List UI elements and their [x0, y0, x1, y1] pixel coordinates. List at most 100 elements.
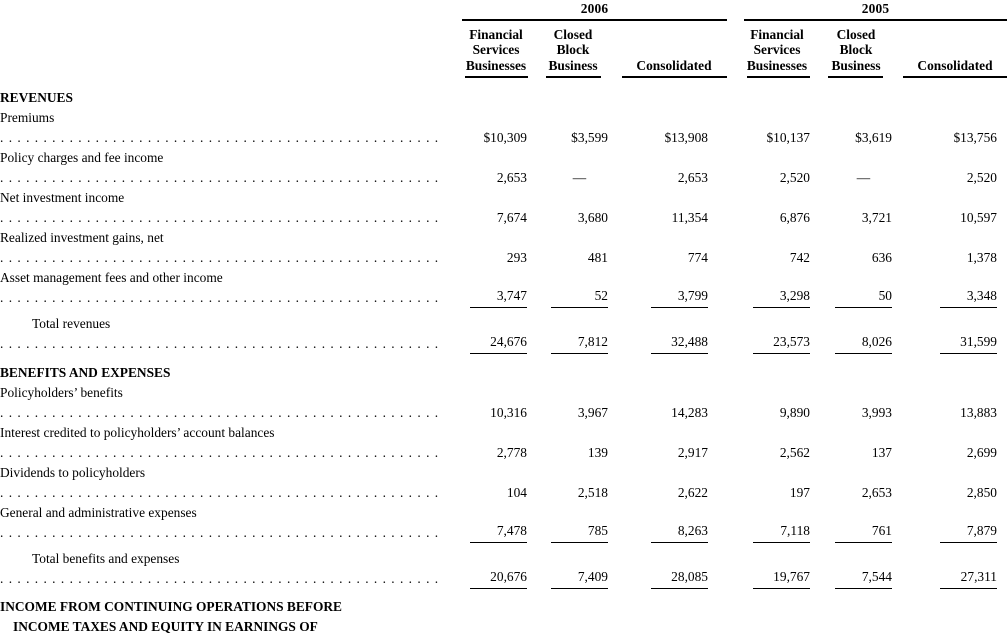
row-label: Total benefits and expenses	[0, 549, 443, 589]
cell-2005-consolidated: 3,348	[892, 286, 997, 308]
column-rule	[747, 76, 810, 78]
column-rule	[903, 76, 1007, 78]
cell-2005-fsb: 197	[789, 485, 810, 500]
cell-2006-consolidated: 2,653	[677, 170, 708, 185]
column-rule	[828, 76, 883, 78]
cell-2005-cbb: 636	[871, 250, 892, 265]
table-row-section-revenues: REVENUES	[0, 88, 1008, 108]
financial-statement-table: REVENUES Premiums $10,309 $3,599 $13,908…	[0, 88, 1008, 636]
cell-2006-fsb: 293	[506, 250, 527, 265]
dot-leader	[0, 405, 443, 420]
table-row: Policy charges and fee income 2,653 — 2,…	[0, 148, 1008, 188]
row-label: Dividends to policyholders	[0, 463, 443, 503]
cell-2005-cbb: 7,544	[810, 567, 892, 589]
cell-2005-cbb: $3,619	[855, 130, 892, 145]
cell-2006-fsb: 2,778	[496, 445, 527, 460]
cell-2006-cbb: 3,680	[577, 210, 608, 225]
year-2006-rule	[462, 19, 727, 21]
cell-2005-consolidated: 1,378	[966, 250, 997, 265]
cell-2005-consolidated: 2,699	[966, 445, 997, 460]
table-row: Realized investment gains, net 293 481 7…	[0, 228, 1008, 268]
cell-2006-cbb: 2,518	[577, 485, 608, 500]
dot-leader	[0, 336, 443, 351]
row-label: REVENUES	[0, 90, 73, 105]
column-header-2006-cbb: Closed Block Business	[548, 26, 598, 73]
table-row-total-benefits: Total benefits and expenses 20,676 7,409…	[0, 549, 1008, 589]
dot-leader	[0, 485, 443, 500]
cell-2006-consolidated: 2,622	[677, 485, 708, 500]
table-row: Net investment income 7,674 3,680 11,354…	[0, 188, 1008, 228]
row-label: INCOME FROM CONTINUING OPERATIONS BEFORE…	[0, 599, 342, 634]
column-rule	[622, 76, 727, 78]
cell-2005-consolidated: 10,597	[960, 210, 997, 225]
cell-2006-fsb: 3,747	[443, 286, 527, 308]
row-label: Asset management fees and other income	[0, 268, 443, 308]
cell-2005-consolidated: 13,883	[960, 405, 997, 420]
cell-2006-fsb: 7,674	[496, 210, 527, 225]
row-label: General and administrative expenses	[0, 503, 443, 543]
column-header-2005-consolidated: Consolidated	[917, 57, 993, 73]
table-row-income-before-taxes: INCOME FROM CONTINUING OPERATIONS BEFORE…	[0, 597, 1008, 636]
cell-2006-cbb: 785	[527, 521, 608, 543]
table-header: 2006 2005 Financial Services Businesses …	[0, 0, 1008, 84]
cell-2005-cbb: 137	[871, 445, 892, 460]
cell-2006-fsb: 20,676	[443, 567, 527, 589]
table-row: General and administrative expenses 7,47…	[0, 503, 1008, 543]
cell-2005-cbb: 761	[810, 521, 892, 543]
year-2006-label: 2006	[580, 1, 609, 16]
cell-2006-fsb: 24,676	[443, 332, 527, 354]
table-row: Asset management fees and other income 3…	[0, 268, 1008, 308]
cell-2006-consolidated: 28,085	[608, 567, 708, 589]
row-label: Interest credited to policyholders’ acco…	[0, 423, 443, 463]
cell-2006-cbb: $3,599	[571, 130, 608, 145]
column-rule	[546, 76, 601, 78]
row-label: Net investment income	[0, 188, 443, 228]
cell-2006-cbb: 7,812	[527, 332, 608, 354]
cell-2005-cbb: —	[856, 170, 871, 185]
cell-2006-consolidated: 2,917	[677, 445, 708, 460]
cell-2005-consolidated: 27,311	[892, 567, 997, 589]
cell-2005-cbb: 50	[810, 286, 892, 308]
cell-2005-fsb: 2,520	[779, 170, 810, 185]
cell-2005-consolidated: 31,599	[892, 332, 997, 354]
row-label: Total revenues	[0, 314, 443, 354]
cell-2006-consolidated: 8,263	[608, 521, 708, 543]
cell-2005-fsb: 2,562	[779, 445, 810, 460]
cell-2006-consolidated: 14,283	[671, 405, 708, 420]
year-2005-label: 2005	[861, 1, 890, 16]
column-rule	[465, 76, 528, 78]
column-header-2006-consolidated: Consolidated	[636, 57, 712, 73]
cell-2005-fsb: 19,767	[708, 567, 810, 589]
cell-2006-consolidated: $13,908	[664, 130, 708, 145]
cell-2006-consolidated: 3,799	[608, 286, 708, 308]
row-label: BENEFITS AND EXPENSES	[0, 365, 171, 380]
cell-2006-consolidated: 11,354	[671, 210, 708, 225]
dot-leader	[0, 170, 443, 185]
cell-2005-consolidated: 7,879	[892, 521, 997, 543]
column-header-2005-fsb: Financial Services Businesses	[746, 26, 808, 73]
cell-2006-cbb: 52	[527, 286, 608, 308]
column-header-2005-cbb: Closed Block Business	[831, 26, 881, 73]
cell-2005-consolidated: 2,520	[966, 170, 997, 185]
dot-leader	[0, 525, 443, 540]
cell-2005-consolidated: 2,850	[966, 485, 997, 500]
cell-2006-fsb: 104	[506, 485, 527, 500]
row-label: Premiums	[0, 108, 443, 148]
column-header-2006-fsb: Financial Services Businesses	[465, 26, 527, 73]
cell-2005-fsb: 742	[789, 250, 810, 265]
table-row: Interest credited to policyholders’ acco…	[0, 423, 1008, 463]
cell-2005-fsb: 9,890	[779, 405, 810, 420]
cell-2005-fsb: 7,118	[708, 521, 810, 543]
cell-2006-cbb: —	[572, 170, 587, 185]
dot-leader	[0, 290, 443, 305]
cell-2006-fsb: 10,316	[490, 405, 527, 420]
cell-2006-fsb: 2,653	[496, 170, 527, 185]
cell-2005-fsb: 3,298	[708, 286, 810, 308]
cell-2006-cbb: 481	[587, 250, 608, 265]
cell-2006-fsb: $10,309	[483, 130, 527, 145]
cell-2006-cbb: 7,409	[527, 567, 608, 589]
table-row: Dividends to policyholders 104 2,518 2,6…	[0, 463, 1008, 503]
row-label: Policyholders’ benefits	[0, 383, 443, 423]
cell-2005-cbb: 3,993	[861, 405, 892, 420]
table-row-total-revenues: Total revenues 24,676 7,812 32,488 23,57…	[0, 314, 1008, 354]
